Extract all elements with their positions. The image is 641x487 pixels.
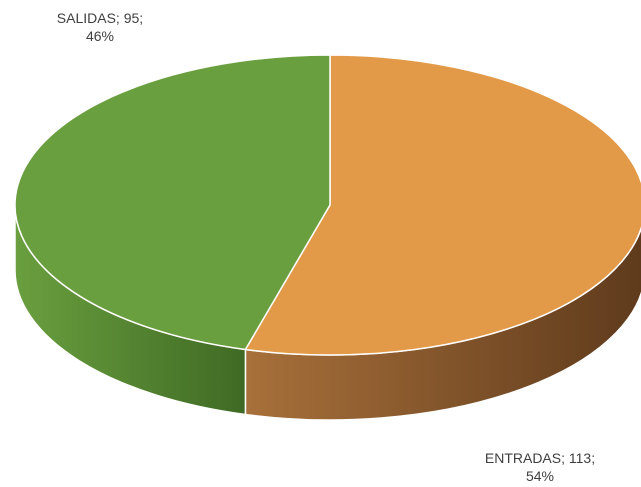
- data-label-salidas-line1: SALIDAS; 95;: [56, 10, 144, 26]
- data-label-salidas: SALIDAS; 95; 46%: [30, 9, 170, 45]
- data-label-salidas-line2: 46%: [85, 28, 115, 44]
- data-label-entradas-line1: ENTRADAS; 113;: [484, 450, 596, 466]
- data-label-entradas: ENTRADAS; 113; 54%: [460, 449, 620, 485]
- slice-top-entradas: [244, 54, 641, 356]
- data-label-entradas-line2: 54%: [525, 468, 555, 484]
- slice-top-salidas: [14, 54, 331, 351]
